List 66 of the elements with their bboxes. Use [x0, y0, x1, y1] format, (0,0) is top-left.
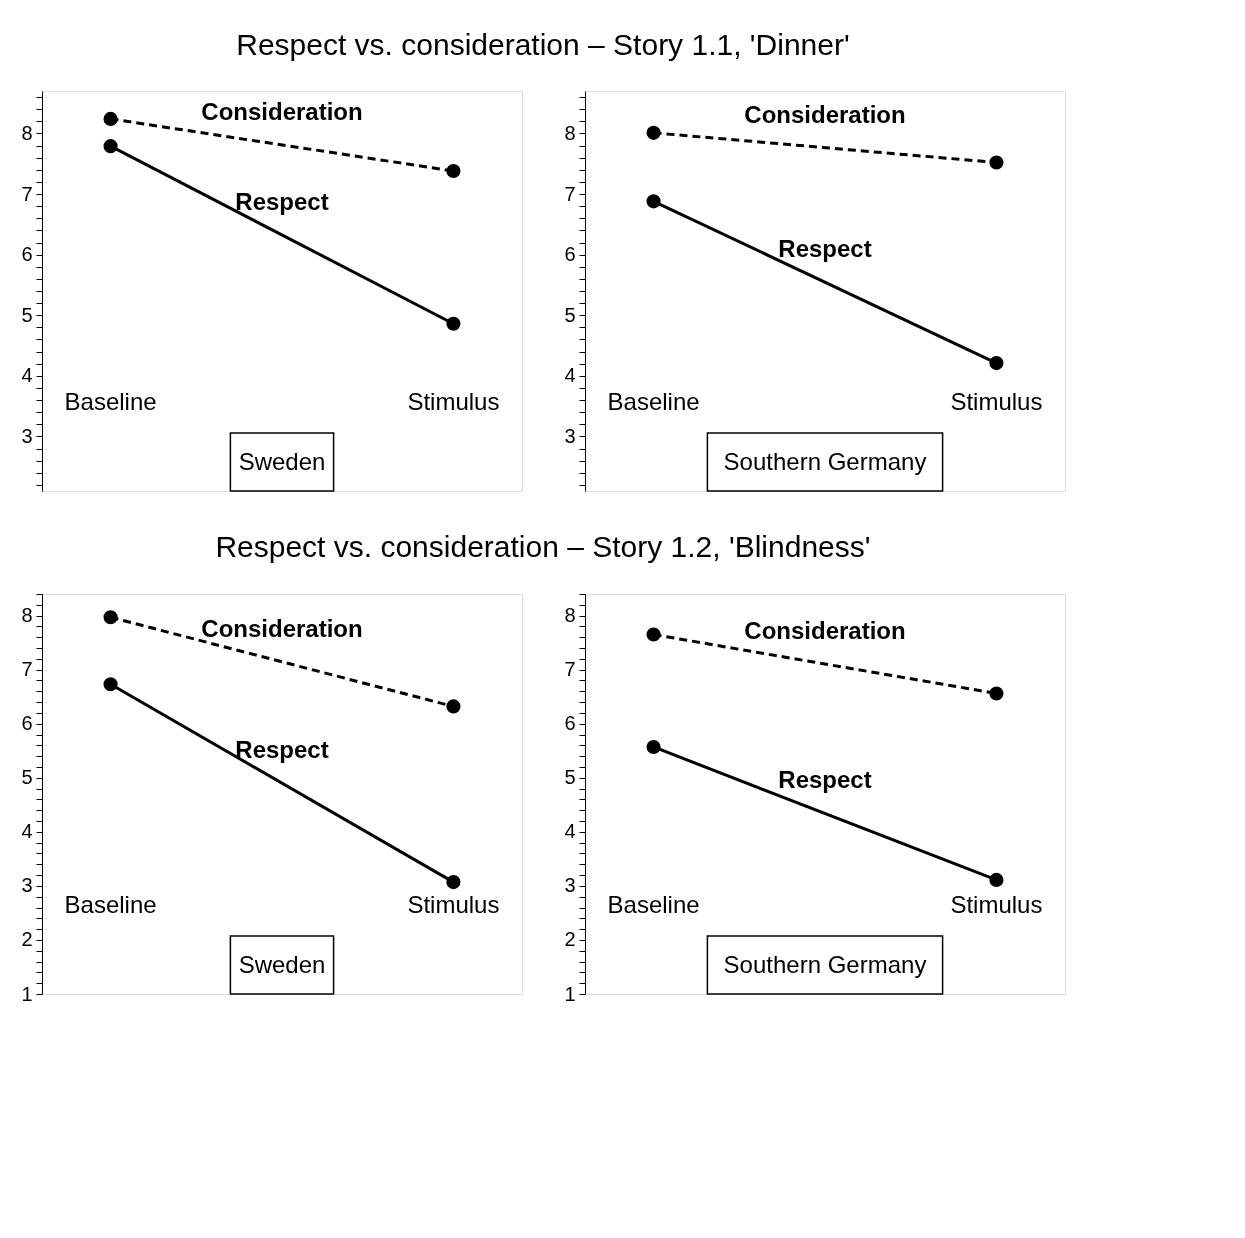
y-tick-label: 7	[21, 182, 33, 205]
y-tick-label: 5	[21, 303, 33, 326]
point	[989, 155, 1004, 170]
point	[446, 699, 461, 714]
y-tick-label: 2	[21, 928, 33, 951]
y-tick-label: 5	[564, 766, 576, 789]
y-tick-label: 4	[21, 364, 33, 387]
y-tick-label: 2	[564, 928, 576, 951]
y-tick-label: 3	[21, 424, 33, 447]
point	[646, 125, 661, 140]
point	[446, 316, 461, 331]
y-tick-label: 4	[564, 820, 576, 843]
series-label: Consideration	[201, 97, 363, 125]
y-tick-label: 5	[21, 766, 33, 789]
point	[446, 875, 461, 890]
y-tick-label: 7	[21, 658, 33, 681]
y-tick-label: 3	[564, 874, 576, 897]
y-tick-label: 6	[21, 712, 33, 735]
point	[446, 163, 461, 179]
x-tick-label: Stimulus	[407, 388, 500, 415]
x-tick-label: Baseline	[607, 388, 700, 415]
y-tick-label: 1	[564, 982, 576, 1005]
chart-title: Respect vs. consideration – Story 1.1, 'Dinner'	[236, 27, 850, 61]
series-label: Respect	[235, 187, 329, 215]
y-tick-label: 5	[564, 303, 576, 326]
chart-title: Respect vs. consideration – Story 1.2, 'Blindness'	[215, 530, 871, 563]
x-tick-label: Stimulus	[950, 891, 1043, 918]
y-tick-label: 8	[564, 121, 576, 144]
y-tick-label: 6	[564, 243, 576, 266]
series-label: Consideration	[744, 100, 906, 128]
point	[989, 356, 1004, 371]
x-tick-label: Stimulus	[407, 891, 500, 918]
point	[103, 139, 118, 154]
series-label: Respect	[235, 736, 329, 764]
point	[989, 872, 1004, 887]
y-tick-label: 3	[564, 424, 576, 447]
annotation: Southern Germany	[723, 951, 927, 978]
annotation: Sweden	[238, 448, 326, 475]
point	[103, 677, 118, 692]
y-tick-label: 8	[21, 121, 33, 144]
x-tick-label: Baseline	[607, 891, 700, 918]
y-tick-label: 1	[21, 982, 33, 1005]
y-tick-label: 6	[21, 243, 33, 266]
annotation: Southern Germany	[723, 448, 927, 475]
y-tick-label: 7	[564, 658, 576, 681]
point	[103, 610, 118, 625]
y-tick-label: 6	[564, 712, 576, 735]
point	[646, 194, 661, 209]
point	[103, 111, 118, 126]
series-label: Respect	[778, 766, 872, 794]
annotation: Sweden	[238, 951, 326, 978]
y-tick-label: 3	[21, 874, 33, 897]
y-tick-label: 4	[21, 820, 33, 843]
y-tick-label: 8	[564, 604, 576, 627]
x-tick-label: Stimulus	[950, 388, 1043, 415]
point	[646, 627, 661, 642]
x-tick-label: Baseline	[64, 891, 157, 918]
series-label: Consideration	[201, 614, 363, 642]
y-tick-label: 7	[564, 182, 576, 205]
x-tick-label: Baseline	[64, 388, 157, 415]
point	[646, 739, 661, 755]
series-label: Respect	[778, 235, 872, 263]
point	[989, 686, 1004, 701]
series-label: Consideration	[744, 617, 906, 644]
y-tick-label: 4	[564, 364, 576, 387]
y-tick-label: 8	[21, 604, 33, 627]
